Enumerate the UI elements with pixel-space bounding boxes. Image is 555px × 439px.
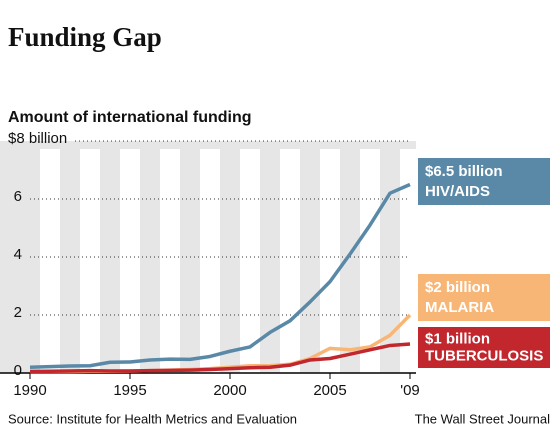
x-tick-label: 2000 xyxy=(213,382,246,399)
y-tick-label: $8 billion xyxy=(8,130,67,147)
x-tick-label: '09 xyxy=(400,382,420,399)
legend-label: TUBERCULOSIS xyxy=(425,347,543,364)
band xyxy=(120,149,140,373)
x-tick-label: 1995 xyxy=(113,382,146,399)
line xyxy=(29,342,411,374)
y-tick-label: 0 xyxy=(14,362,22,379)
y-tick-label: 6 xyxy=(14,188,22,205)
legend-value: $2 billion xyxy=(425,279,490,296)
legend-box xyxy=(418,158,550,205)
legend-value: $1 billion xyxy=(425,330,490,347)
legend-box xyxy=(418,327,550,368)
credit: The Wall Street Journal xyxy=(415,411,550,426)
source: Source: Institute for Health Metrics and… xyxy=(8,411,297,426)
band xyxy=(200,149,220,373)
band xyxy=(280,149,300,373)
line xyxy=(29,182,411,369)
legend-box xyxy=(418,274,550,321)
legend-label: MALARIA xyxy=(425,299,494,316)
y-tick-label: 2 xyxy=(14,304,22,321)
band xyxy=(160,149,180,373)
band xyxy=(400,149,420,373)
band xyxy=(80,149,100,373)
band xyxy=(240,149,260,373)
legend-value: $6.5 billion xyxy=(425,163,503,180)
band xyxy=(360,149,380,373)
chart-title: Funding Gap xyxy=(8,22,162,52)
x-tick-label: 2005 xyxy=(313,382,346,399)
x-tick-label: 1990 xyxy=(13,382,46,399)
band xyxy=(40,149,60,373)
y-tick-label: 4 xyxy=(14,246,22,263)
chart-subtitle: Amount of international funding xyxy=(8,109,252,126)
legend-label: HIV/AIDS xyxy=(425,183,490,200)
band xyxy=(320,149,340,373)
